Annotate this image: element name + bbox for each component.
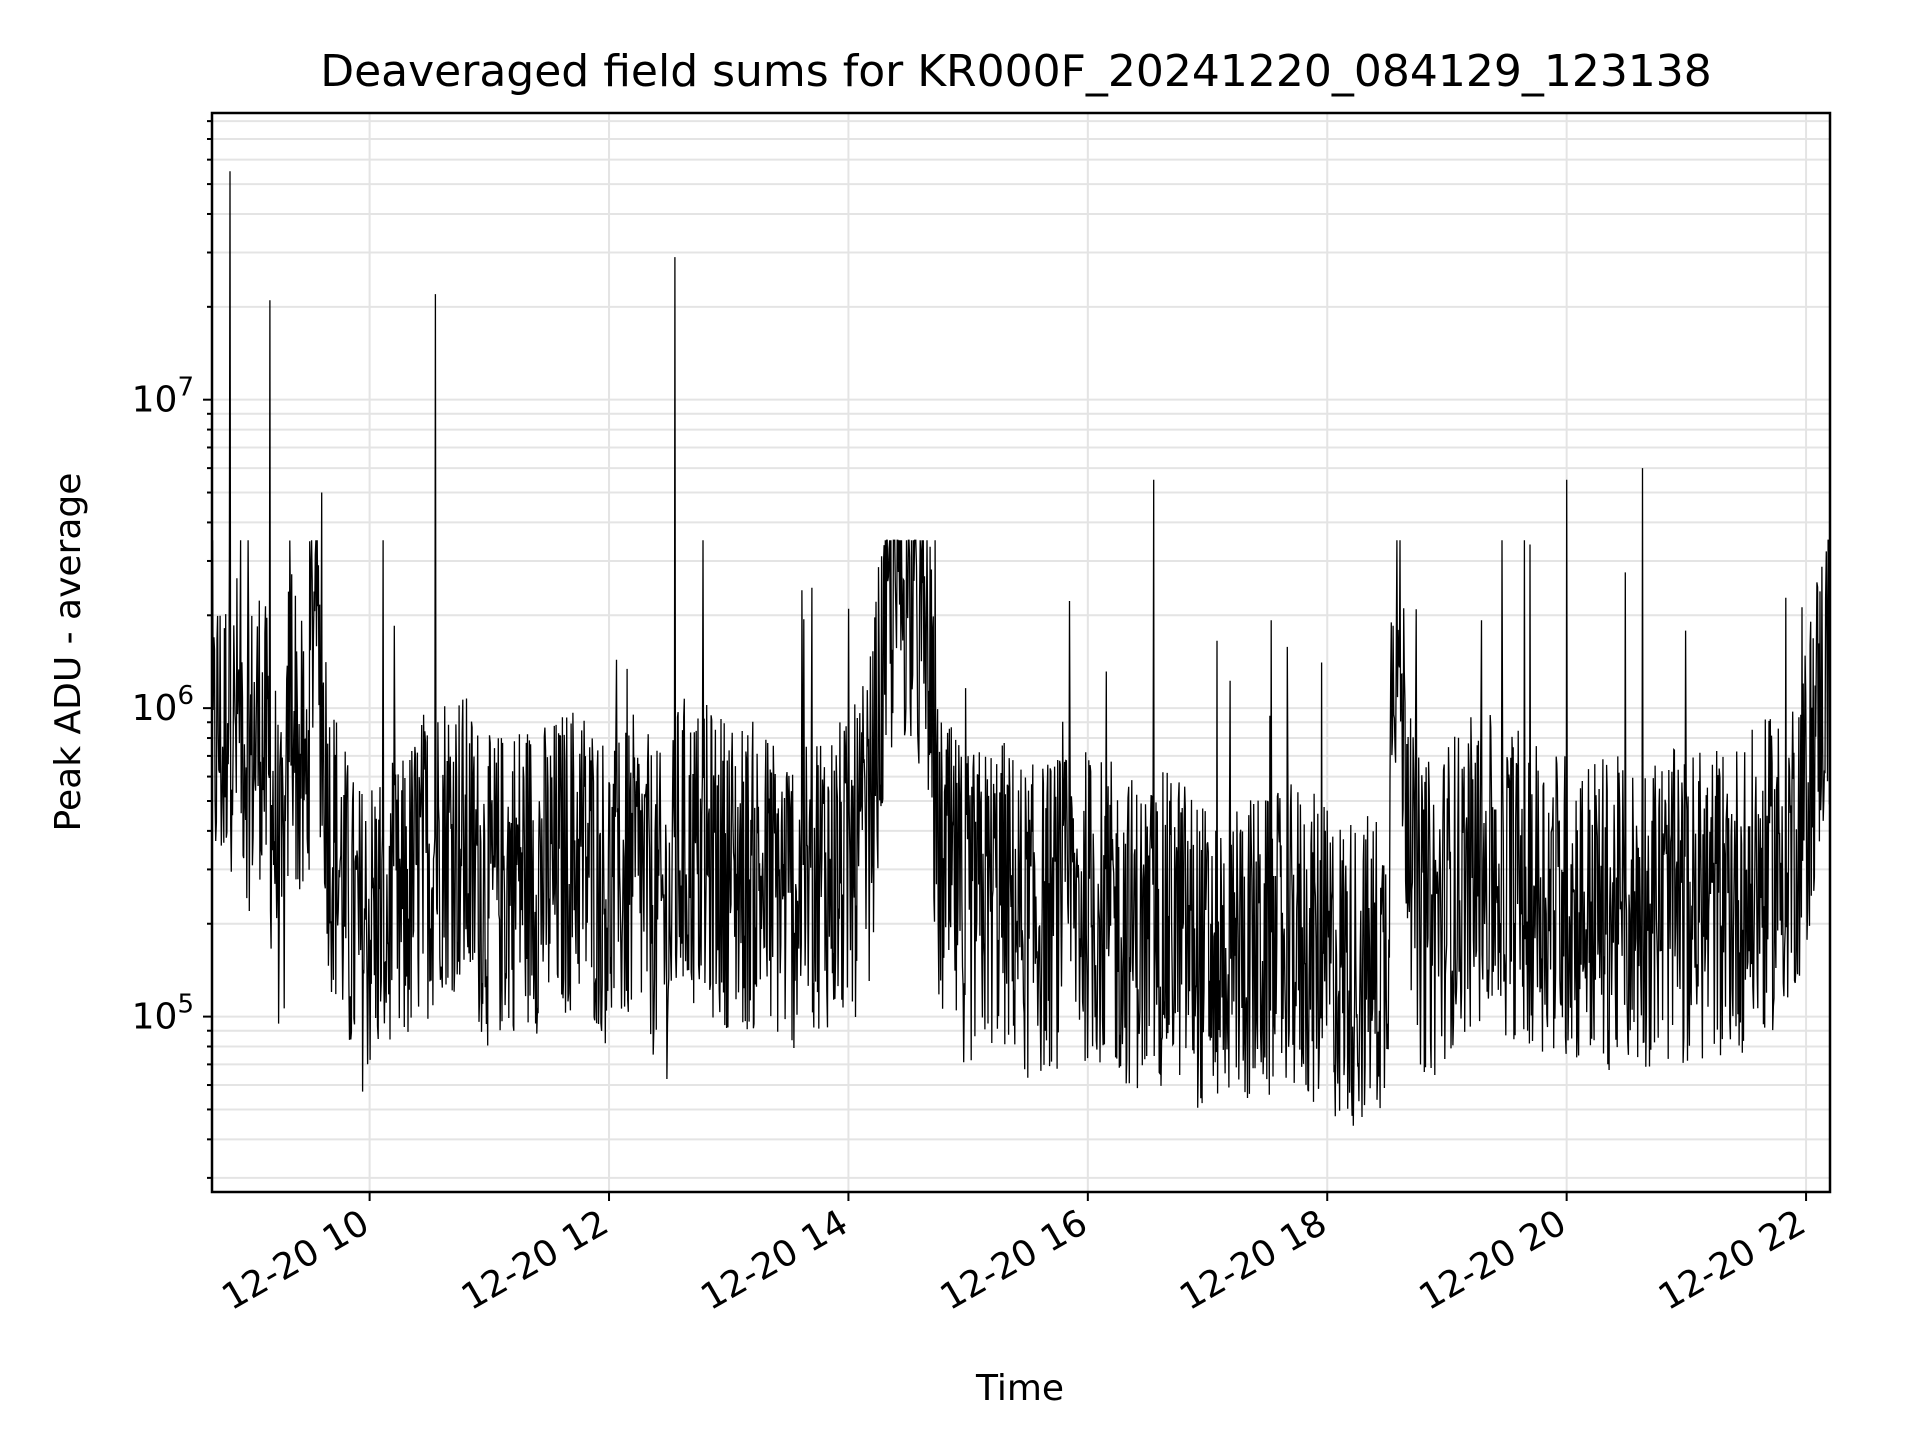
grid	[212, 113, 1830, 1192]
x-tick-label: 12-20 14	[694, 1202, 855, 1318]
x-tick-label: 12-20 18	[1173, 1202, 1334, 1318]
y-tick-exponent: 7	[177, 373, 194, 403]
data-series	[211, 171, 1831, 1126]
y-tick-base: 10	[132, 380, 178, 421]
y-axis-label: Peak ADU - average	[48, 473, 89, 832]
x-tick-label: 12-20 22	[1652, 1202, 1813, 1318]
plot-frame	[210, 111, 1832, 1194]
x-tick-label: 12-20 12	[455, 1202, 616, 1318]
y-tick-label: 106	[132, 681, 194, 729]
x-tick-label: 12-20 16	[934, 1202, 1095, 1318]
y-tick-base: 10	[132, 688, 178, 729]
x-axis-label: Time	[975, 1368, 1064, 1409]
y-tick-exponent: 5	[177, 990, 194, 1020]
chart-title: Deaveraged field sums for KR000F_2024122…	[320, 46, 1712, 97]
y-tick-label: 105	[132, 990, 194, 1038]
x-tick-label: 12-20 10	[215, 1202, 376, 1318]
y-tick-exponent: 6	[177, 681, 194, 711]
y-tick-base: 10	[132, 997, 178, 1038]
y-tick-label: 107	[132, 373, 194, 421]
series-line	[211, 171, 1831, 1126]
x-axis-ticks: 12-20 10 12-20 12 12-20 14 12-20 16 12-20 18…	[215, 1192, 1813, 1319]
x-tick-label: 12-20 20	[1412, 1202, 1573, 1318]
